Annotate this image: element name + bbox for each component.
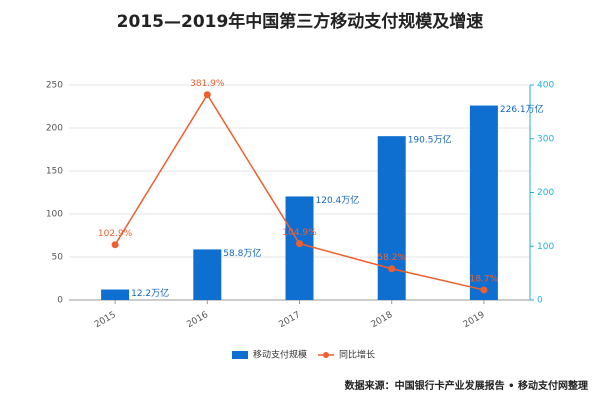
legend-label: 移动支付规模 [253, 349, 307, 361]
line-point [111, 241, 119, 249]
y2-tick-label: 100 [537, 242, 554, 252]
x-tick-label: 2015 [93, 310, 118, 330]
line-value-label: 104.9% [282, 228, 317, 238]
y-tick-label: 0 [57, 296, 63, 306]
y2-tick-label: 300 [537, 134, 554, 144]
x-tick-label: 2016 [185, 310, 210, 330]
x-tick-label: 2017 [277, 310, 302, 330]
y2-tick-label: 0 [537, 296, 543, 306]
bar-value-label: 120.4万亿 [316, 194, 360, 206]
bar [285, 196, 314, 300]
y-tick-label: 100 [46, 210, 63, 220]
x-tick-label: 2018 [370, 310, 395, 330]
legend-swatch [232, 351, 248, 359]
bar-value-label: 226.1万亿 [500, 103, 544, 115]
bar [469, 105, 498, 300]
bar [101, 289, 130, 300]
line-value-label: 58.2% [377, 253, 406, 263]
line-value-label: 18.7% [470, 274, 499, 284]
y-tick-label: 150 [46, 167, 63, 177]
x-tick-label: 2019 [462, 310, 487, 330]
chart-title: 2015—2019年中国第三方移动支付规模及增速 [117, 11, 484, 32]
legend-swatch [323, 352, 329, 358]
y2-tick-label: 200 [537, 188, 554, 198]
line-point [388, 265, 396, 273]
line-value-label: 381.9% [190, 79, 225, 89]
y-tick-label: 50 [52, 253, 64, 263]
line-point [296, 240, 303, 248]
line-point [203, 91, 211, 99]
bar [193, 249, 222, 300]
source-note: 数据来源：中国银行卡产业发展报告 • 移动支付网整理 [345, 379, 588, 392]
legend-label: 同比增长 [339, 349, 375, 361]
bar-value-label: 190.5万亿 [408, 134, 452, 146]
y-tick-label: 200 [46, 124, 63, 134]
y-tick-label: 250 [46, 81, 63, 91]
y2-tick-label: 400 [537, 81, 554, 91]
bar-value-label: 58.8万亿 [223, 247, 261, 259]
bar-value-label: 12.2万亿 [131, 287, 169, 299]
line-point [480, 286, 488, 294]
line-value-label: 102.9% [98, 229, 133, 239]
bar [377, 136, 406, 300]
